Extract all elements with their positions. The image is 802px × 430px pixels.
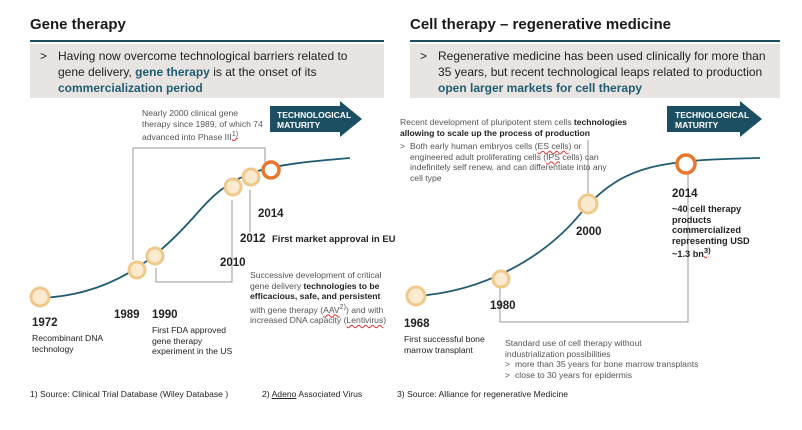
- node-2000: [577, 193, 599, 215]
- left-maturity-arrow-icon: [270, 101, 362, 137]
- node-2012: [241, 167, 261, 187]
- footnote-1: 1) Source: Clinical Trial Database (Wile…: [30, 389, 229, 399]
- node-1968: [405, 285, 427, 307]
- year-2014-left: 2014: [258, 208, 284, 220]
- right-maturity-label: TECHNOLOGICAL MATURITY: [675, 110, 750, 130]
- left-callout-bottom: Successive development of critical gene …: [250, 270, 387, 325]
- year-2000: 2000: [576, 226, 602, 238]
- left-bracket-top: [132, 147, 266, 260]
- desc-1972: Recombinant DNA technology: [32, 333, 103, 354]
- right-title-rule: [410, 40, 780, 42]
- left-bracket-bottom: [155, 200, 233, 283]
- year-2012: 2012: [240, 233, 266, 245]
- footnote-3: 3) Source: Alliance for regenerative Med…: [397, 389, 569, 399]
- bullet-arrow-icon: >: [40, 49, 48, 63]
- desc-2014-right: ~40 cell therapy products commercialized…: [672, 204, 750, 260]
- bullet-arrow-icon: >: [420, 49, 428, 63]
- node-1972: [29, 286, 51, 308]
- node-1990: [145, 246, 165, 266]
- year-2014-right: 2014: [672, 188, 698, 200]
- cell-therapy-title: Cell therapy – regenerative medicine: [410, 16, 671, 33]
- year-1980: 1980: [490, 300, 516, 312]
- gene-therapy-maturity-curve: [39, 157, 351, 299]
- node-2014-left: [261, 160, 281, 180]
- desc-1990: First FDA approved gene therapy experime…: [152, 325, 233, 356]
- node-2010: [223, 177, 243, 197]
- year-2010: 2010: [220, 257, 246, 269]
- left-maturity-label: TECHNOLOGICAL MATURITY: [277, 110, 352, 130]
- node-2014-right: [675, 153, 697, 175]
- node-1989: [127, 260, 147, 280]
- left-callout-top: Nearly 2000 clinical gene therapy since …: [142, 108, 263, 142]
- right-callout-top: Recent development of pluripotent stem c…: [400, 117, 627, 183]
- right-maturity-arrow-icon: [667, 101, 762, 137]
- right-bracket-bottom: [499, 174, 689, 323]
- gene-therapy-summary: > Having now overcome technological barr…: [30, 44, 384, 98]
- gene-therapy-title: Gene therapy: [30, 16, 126, 33]
- desc-1968: First successful bone marrow transplant: [404, 334, 485, 355]
- left-title-rule: [30, 40, 384, 42]
- right-callout-bottom: Standard use of cell therapy without ind…: [505, 338, 699, 380]
- year-1989: 1989: [114, 309, 140, 321]
- year-1972: 1972: [32, 317, 58, 329]
- node-1980: [491, 269, 511, 289]
- footnote-2: 2) Adeno Associated Virus: [262, 389, 363, 399]
- year-1968: 1968: [404, 318, 430, 330]
- desc-2012: First market approval in EU: [272, 234, 396, 245]
- year-1990: 1990: [152, 309, 178, 321]
- cell-therapy-summary: > Regenerative medicine has been used cl…: [410, 44, 780, 98]
